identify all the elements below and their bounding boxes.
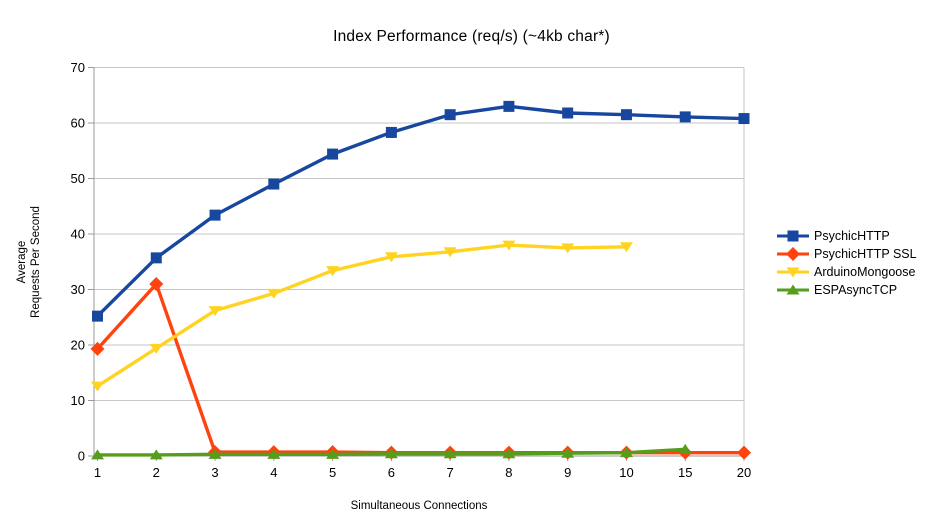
legend-item-psychichttp-ssl: PsychicHTTP SSL bbox=[777, 245, 917, 263]
data-point-psychichttp-2 bbox=[150, 252, 162, 264]
data-point-espasynctcp-4 bbox=[267, 448, 281, 459]
x-tick-label: 7 bbox=[447, 465, 454, 480]
legend-label: PsychicHTTP SSL bbox=[814, 247, 917, 261]
legend-label: ArduinoMongoose bbox=[814, 265, 916, 279]
x-tick-label: 6 bbox=[388, 465, 395, 480]
data-point-espasynctcp-6 bbox=[384, 448, 398, 459]
x-tick-label: 8 bbox=[505, 465, 512, 480]
legend-item-espasynctcp: ESPAsyncTCP bbox=[777, 281, 917, 299]
data-point-arduinomongoose-7 bbox=[443, 247, 457, 258]
x-tick-label: 4 bbox=[270, 465, 277, 480]
y-tick-label: 40 bbox=[71, 227, 85, 242]
legend-label: PsychicHTTP bbox=[814, 229, 890, 243]
data-point-espasynctcp-2 bbox=[149, 449, 163, 460]
data-point-psychichttp-ssl-1 bbox=[90, 341, 105, 356]
legend: PsychicHTTP PsychicHTTP SSL ArduinoMongoos… bbox=[777, 227, 917, 299]
data-point-psychichttp-3 bbox=[209, 209, 221, 221]
data-point-arduinomongoose-4 bbox=[267, 288, 281, 299]
data-point-arduinomongoose-6 bbox=[384, 252, 398, 263]
x-axis-title: Simultaneous Connections bbox=[350, 500, 488, 512]
y-tick-label: 60 bbox=[71, 116, 85, 131]
data-point-espasynctcp-1 bbox=[91, 449, 104, 460]
y-tick-label: 20 bbox=[71, 338, 85, 353]
legend-swatch-diamond-icon bbox=[777, 247, 809, 261]
data-point-arduinomongoose-9 bbox=[561, 243, 575, 254]
legend-swatch-square-icon bbox=[777, 230, 809, 242]
series-line-psychichttp-ssl bbox=[95, 282, 746, 455]
legend-item-arduinomongoose: ArduinoMongoose bbox=[777, 263, 917, 281]
legend-swatch-triangle-up-icon bbox=[777, 284, 809, 295]
x-tick-label: 5 bbox=[329, 465, 336, 480]
data-point-psychichttp-ssl-20 bbox=[737, 445, 751, 460]
data-point-arduinomongoose-5 bbox=[326, 266, 340, 277]
y-tick-label: 30 bbox=[71, 282, 85, 297]
data-point-psychichttp-20 bbox=[738, 113, 750, 125]
data-point-arduinomongoose-1 bbox=[91, 381, 104, 392]
data-point-arduinomongoose-3 bbox=[208, 306, 222, 317]
data-point-arduinomongoose-2 bbox=[149, 343, 163, 354]
series-line-arduinomongoose bbox=[95, 243, 629, 388]
data-point-psychichttp-ssl-2 bbox=[149, 276, 164, 291]
data-point-psychichttp-15 bbox=[679, 111, 691, 123]
y-tick-label: 10 bbox=[71, 393, 85, 408]
data-point-espasynctcp-15 bbox=[678, 443, 692, 454]
data-point-psychichttp-7 bbox=[444, 109, 456, 121]
legend-item-psychichttp: PsychicHTTP bbox=[777, 227, 917, 245]
data-point-espasynctcp-10 bbox=[619, 447, 633, 458]
data-point-arduinomongoose-10 bbox=[619, 242, 633, 253]
y-tick-label: 0 bbox=[78, 449, 85, 464]
x-tick-label: 1 bbox=[94, 465, 101, 480]
x-tick-label: 3 bbox=[211, 465, 218, 480]
y-axis-title-line-2: Requests Per Second bbox=[30, 206, 42, 318]
data-point-psychichttp-5 bbox=[327, 148, 339, 160]
data-point-psychichttp-4 bbox=[268, 178, 280, 190]
legend-label: ESPAsyncTCP bbox=[814, 283, 898, 297]
data-point-psychichttp-1 bbox=[92, 310, 103, 322]
data-point-psychichttp-9 bbox=[562, 107, 574, 119]
data-point-psychichttp-10 bbox=[620, 109, 632, 121]
chart-title: Index Performance (req/s) (~4kb char*) bbox=[333, 28, 610, 45]
series-line-psychichttp bbox=[95, 104, 746, 318]
data-point-espasynctcp-8 bbox=[502, 448, 516, 459]
data-point-psychichttp-6 bbox=[385, 126, 397, 138]
data-point-psychichttp-8 bbox=[503, 100, 515, 112]
data-point-arduinomongoose-8 bbox=[502, 240, 516, 251]
x-tick-label: 20 bbox=[737, 465, 751, 480]
data-point-espasynctcp-7 bbox=[443, 448, 457, 459]
x-tick-label: 2 bbox=[153, 465, 160, 480]
x-tick-label: 10 bbox=[619, 465, 633, 480]
y-axis-title-line-1: Average bbox=[16, 240, 28, 284]
data-point-espasynctcp-5 bbox=[326, 448, 340, 459]
x-tick-label: 15 bbox=[678, 465, 692, 480]
legend-swatch-triangle-down-icon bbox=[777, 267, 809, 278]
data-point-espasynctcp-3 bbox=[208, 448, 222, 459]
y-tick-label: 50 bbox=[71, 171, 85, 186]
x-tick-label: 9 bbox=[564, 465, 571, 480]
data-point-espasynctcp-9 bbox=[561, 447, 575, 458]
y-tick-label: 70 bbox=[71, 60, 85, 75]
